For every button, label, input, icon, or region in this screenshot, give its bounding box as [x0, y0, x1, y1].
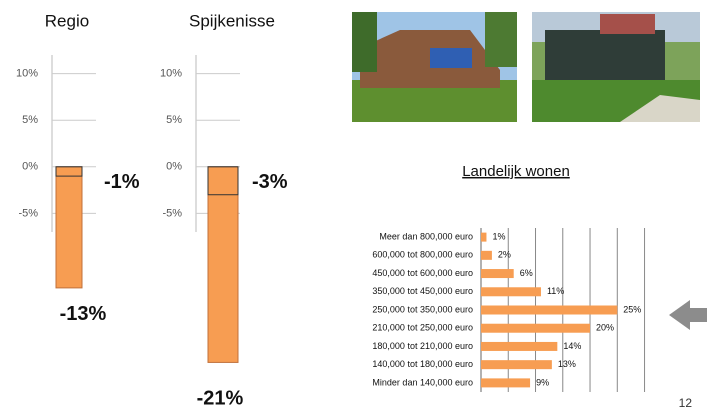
- photo-barn: [352, 12, 517, 122]
- bar: [207, 166, 239, 363]
- value-label: 9%: [536, 377, 549, 387]
- chart-title: Spijkenisse: [189, 11, 275, 30]
- value-label: -3%: [252, 171, 288, 193]
- value-label: 14%: [563, 341, 581, 351]
- y-tick-label: -5%: [18, 207, 38, 219]
- bar: [481, 269, 514, 279]
- arrow: [669, 300, 707, 330]
- value-label: -21%: [197, 388, 244, 410]
- bar: [481, 287, 541, 297]
- value-label: 20%: [596, 323, 614, 333]
- bar: [481, 250, 492, 260]
- category-label: 180,000 tot 210,000 euro: [372, 341, 473, 351]
- y-tick-label: 10%: [160, 68, 182, 80]
- bar-inner: [207, 166, 239, 196]
- value-label: 6%: [520, 268, 533, 278]
- bar: [481, 232, 487, 242]
- bar: [481, 360, 552, 370]
- y-tick-label: 5%: [22, 114, 38, 126]
- photo-house: [532, 12, 700, 122]
- category-label: 210,000 tot 250,000 euro: [372, 323, 473, 333]
- value-label: 13%: [558, 359, 576, 369]
- bar-inner: [55, 166, 83, 177]
- category-label: Meer dan 800,000 euro: [379, 231, 473, 241]
- value-label: 1%: [492, 231, 505, 241]
- y-tick-label: 0%: [166, 161, 182, 173]
- category-label: 450,000 tot 600,000 euro: [372, 268, 473, 278]
- category-label: 350,000 tot 450,000 euro: [372, 286, 473, 296]
- category-label: Minder dan 140,000 euro: [372, 377, 473, 387]
- category-label: 140,000 tot 180,000 euro: [372, 359, 473, 369]
- category-label: 600,000 tot 800,000 euro: [372, 250, 473, 260]
- value-label: 2%: [498, 250, 511, 260]
- page-number: 12: [679, 396, 693, 410]
- bar: [481, 305, 618, 315]
- bar: [55, 166, 83, 289]
- bar: [481, 341, 558, 351]
- value-label: -1%: [104, 171, 140, 193]
- y-tick-label: -5%: [162, 207, 182, 219]
- chart-title: Landelijk wonen: [462, 163, 570, 180]
- y-tick-label: 5%: [166, 114, 182, 126]
- chart-title: Regio: [45, 11, 89, 30]
- category-label: 250,000 tot 350,000 euro: [372, 304, 473, 314]
- y-tick-label: 0%: [22, 161, 38, 173]
- value-label: -13%: [60, 303, 107, 325]
- value-label: 25%: [623, 304, 641, 314]
- y-tick-label: 10%: [16, 68, 38, 80]
- bar: [481, 378, 531, 388]
- bar: [481, 323, 591, 333]
- value-label: 11%: [547, 286, 564, 296]
